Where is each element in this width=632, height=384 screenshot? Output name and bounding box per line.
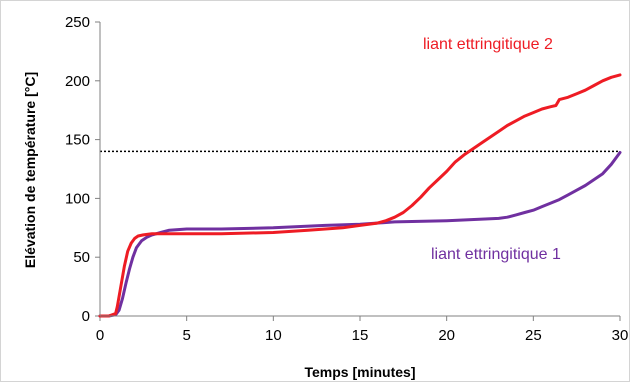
series-label-liant-ettringitique-2: liant ettringitique 2 [423, 36, 553, 53]
y-tick-label: 50 [73, 249, 90, 266]
x-tick-label: 25 [525, 327, 542, 344]
series-line-liant-ettringitique-2 [98, 73, 622, 318]
y-tick-label: 0 [82, 308, 90, 325]
x-tick-label: 20 [438, 327, 455, 344]
y-tick-label: 200 [65, 73, 90, 90]
x-tick-label: 5 [182, 327, 190, 344]
series-line-liant-ettringitique-1 [98, 151, 622, 318]
series-layer [98, 73, 622, 318]
y-tick-label: 150 [65, 132, 90, 149]
x-tick-label: 10 [265, 327, 282, 344]
series-label-liant-ettringitique-1: liant ettringitique 1 [431, 246, 561, 263]
y-tick-label: 100 [65, 190, 90, 207]
y-axis-title: Elévation de température [°C] [22, 72, 38, 268]
x-axis-ticks: 0 5 10 15 20 25 30 [96, 316, 629, 344]
x-tick-label: 30 [612, 327, 629, 344]
y-tick-label: 250 [65, 14, 90, 31]
x-axis-title: Temps [minutes] [305, 364, 416, 380]
x-tick-label: 0 [96, 327, 104, 344]
y-axis-ticks: 0 50 100 150 200 250 [65, 14, 100, 325]
x-tick-label: 15 [352, 327, 369, 344]
